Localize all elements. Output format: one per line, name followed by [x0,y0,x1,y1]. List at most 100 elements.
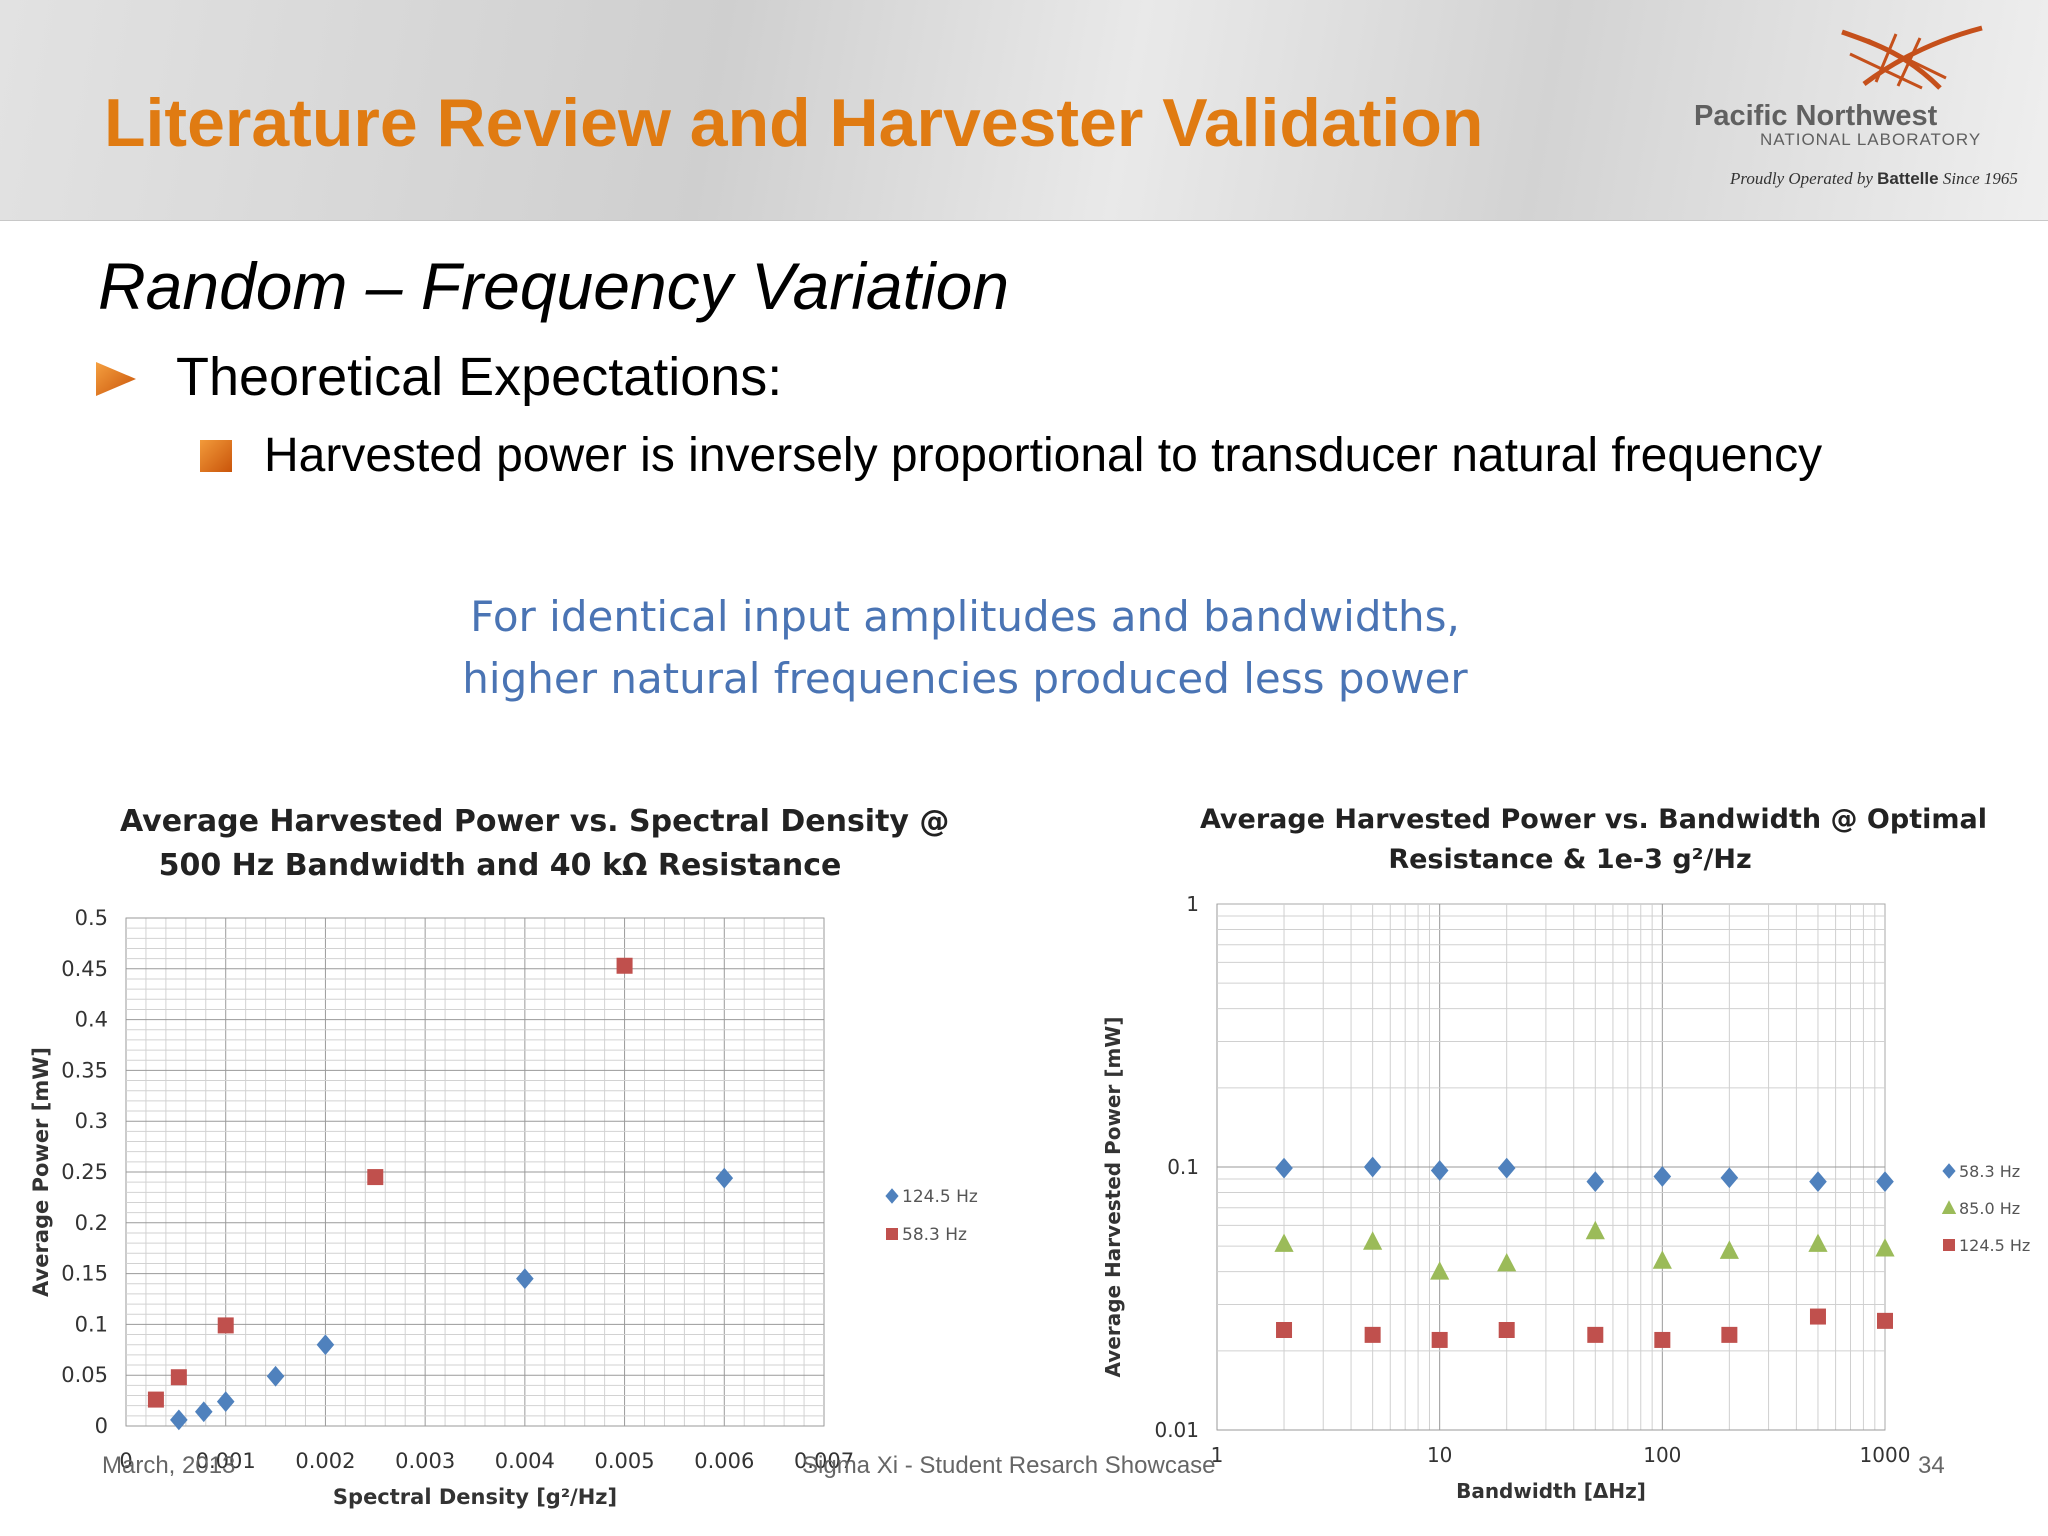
chart1-y-tick-label: 0.25 [61,1160,108,1184]
logo-tag-brand: Battelle [1877,169,1939,188]
chart2-point-85-0-Hz [1719,1240,1739,1259]
chart2-x-tick-label: 100 [1643,1443,1681,1467]
chart2-y-axis-label: Average Harvested Power [mW] [1101,1016,1125,1377]
chart1-y-tick-label: 0.05 [61,1363,108,1387]
chart2-point-85-0-Hz [1497,1252,1517,1272]
chart1-legend-label: 124.5 Hz [902,1187,978,1207]
chart1-point-58-3-Hz [217,1317,234,1334]
chart2-point-58-3-Hz [1586,1171,1605,1193]
chart2-point-85-0-Hz [1585,1220,1605,1240]
chart2-y-tick-label: 1 [1186,892,1199,916]
bullet-text: Theoretical Expectations: [176,347,783,407]
chart2-point-124-5-Hz [1654,1331,1671,1348]
section-title: Random – Frequency Variation [98,249,1010,323]
slide-header: Literature Review and Harvester Validati… [0,0,2048,221]
pnnl-logo-icon [1841,25,1983,90]
chart1-y-tick-label: 0.3 [75,1109,108,1133]
chart1-plot: 0 0.001 0.002 0.003 0.004 0.005 0.006 0.007 0 0.0… [29,906,978,1509]
chart2-point-124-5-Hz [1721,1326,1738,1343]
chart2-point-85-0-Hz [1363,1231,1383,1250]
footer-page-number: 34 [1918,1452,1945,1479]
chart1-y-tick-label: 0.45 [61,957,108,981]
chart1-point-58-3-Hz [170,1369,187,1386]
chart1-point-58-3-Hz [147,1391,164,1408]
chart1-point-124-5-Hz [715,1167,734,1189]
sub-bullet-text: Harvested power is inversely proportiona… [264,429,1823,482]
footer-event: Sigma Xi - Student Resarch Showcase [802,1452,1216,1479]
chart2-point-58-3-Hz [1363,1156,1382,1178]
chart2-title-line1: Average Harvested Power vs. Bandwidth @ … [1200,804,1987,835]
chart1-y-tick-label: 0.2 [75,1211,108,1235]
chart1-point-58-3-Hz [616,957,633,974]
chart1-y-tick-label: 0.15 [61,1262,108,1286]
chart1-point-58-3-Hz [367,1169,384,1186]
chart1-y-tick-label: 0.35 [61,1058,108,1082]
sub-bullet-square-icon [200,440,232,472]
chart1-x-tick-label: 0.005 [595,1449,655,1473]
chart2-x-tick-label: 10 [1427,1443,1452,1467]
logo-tag-prefix: Proudly Operated by [1730,169,1873,188]
chart2-legend-marker-85-0-Hz [1941,1200,1957,1214]
chart1-x-tick-label: 0.001 [196,1449,256,1473]
chart1-y-tick-label: 0.1 [75,1312,108,1336]
chart1-point-124-5-Hz [194,1401,213,1423]
chart2-point-85-0-Hz [1430,1261,1450,1280]
chart2-point-124-5-Hz [1364,1326,1381,1343]
chart2-point-124-5-Hz [1276,1322,1293,1339]
chart1-x-tick-label: 0.003 [395,1449,455,1473]
chart1-x-tick-label: 0.007 [794,1449,854,1473]
chart2-point-124-5-Hz [1431,1331,1448,1348]
chart1-y-tick-label: 0.4 [75,1008,108,1032]
chart2-title: Average Harvested Power vs. Bandwidth @ … [1200,800,1987,880]
chart2-legend-label: 58.3 Hz [1959,1162,2020,1181]
chart2-point-58-3-Hz [1876,1171,1894,1193]
chart1-x-tick-label: 0.004 [495,1449,555,1473]
chart2-legend-marker-124-5-Hz [1943,1239,1955,1251]
chart2-point-124-5-Hz [1498,1322,1515,1339]
chart2-y-tick-label: 0.01 [1154,1418,1199,1442]
chart1-x-tick-label: 0 [119,1449,132,1473]
chart1-legend-label: 58.3 Hz [902,1225,967,1245]
chart2-y-tick-label: 0.1 [1167,1155,1199,1179]
chart2-point-85-0-Hz [1652,1250,1672,1269]
chart1-y-tick-label: 0.5 [75,906,108,930]
chart2-legend-marker-58-3-Hz [1942,1163,1956,1179]
bullet-arrow-icon [96,362,136,396]
footer-date: March, 2013 [102,1452,236,1479]
chart2-point-85-0-Hz [1274,1233,1294,1252]
chart1-x-tick-label: 0.006 [694,1449,754,1473]
chart1-point-124-5-Hz [170,1409,188,1431]
chart1-x-axis-label: Spectral Density [g²/Hz] [333,1485,617,1509]
chart2-point-85-0-Hz [1875,1238,1895,1257]
chart2-x-tick-label: 1 [1211,1443,1224,1467]
chart1-y-tick-label: 0 [95,1414,108,1438]
logo-name: Pacific Northwest [1694,100,1938,132]
chart2-legend-label: 85.0 Hz [1959,1199,2020,1218]
chart1-x-tick-label: 0.002 [295,1449,355,1473]
note-line-1: For identical input amplitudes and bandw… [470,592,1460,641]
chart1-legend-marker-58-3-Hz [886,1228,898,1240]
chart2-point-58-3-Hz [1497,1157,1516,1179]
chart2-point-58-3-Hz [1809,1171,1827,1193]
slide-title: Literature Review and Harvester Validati… [104,85,1484,161]
chart2-x-axis-label: Bandwidth [ΔHz] [1456,1479,1646,1503]
chart2-x-tick-label: 1000 [1860,1443,1911,1467]
chart1-y-axis-label: Average Power [mW] [29,1047,53,1297]
logo-tag-suffix: Since 1965 [1942,169,2018,188]
chart1-title: Average Harvested Power vs. Spectral Den… [120,800,949,888]
chart2-point-85-0-Hz [1808,1233,1828,1252]
chart2-point-58-3-Hz [1430,1160,1449,1181]
chart2-point-58-3-Hz [1275,1157,1293,1179]
logo-subtitle: NATIONAL LABORATORY [1760,130,1982,149]
chart1-title-line2: 500 Hz Bandwidth and 40 kΩ Resistance [158,848,842,883]
chart2-point-124-5-Hz [1809,1308,1826,1325]
chart2-point-124-5-Hz [1587,1326,1604,1343]
chart2-title-line2: Resistance & 1e-3 g²/Hz [1388,844,1752,875]
annotation-note: For identical input amplitudes and bandw… [0,586,1930,710]
note-line-2: higher natural frequencies produced less… [462,654,1468,703]
chart2-plot: 1 10 100 1000 0.01 0.1 1 Bandwidth [ΔHz] Average… [1101,892,2030,1503]
chart1-legend-marker-124-5-Hz [885,1188,899,1204]
chart2-legend-label: 124.5 Hz [1959,1236,2030,1255]
logo-tagline: Proudly Operated by Battelle Since 1965 [1730,169,2018,189]
chart2-point-124-5-Hz [1877,1312,1893,1329]
